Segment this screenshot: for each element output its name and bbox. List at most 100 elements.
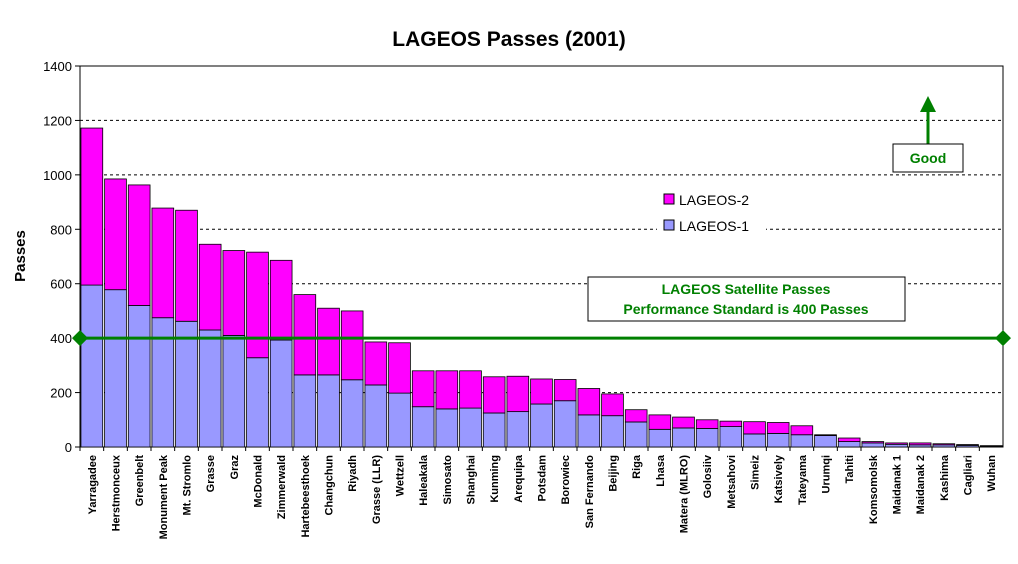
- bar-lageos-1: [837, 441, 861, 448]
- bar-lageos-2: [530, 378, 553, 405]
- x-tick-label: Matera (MLRO): [679, 455, 691, 534]
- legend-box: [657, 186, 766, 238]
- chart-title: LAGEOS Passes (2001): [392, 28, 625, 51]
- bar-lageos-2: [175, 209, 198, 322]
- x-tick-label: Wettzell: [395, 455, 407, 496]
- bar-lageos-2: [127, 184, 151, 306]
- bar-lageos-1: [648, 428, 672, 448]
- bar-lageos-2: [222, 250, 246, 336]
- bar-lageos-2: [719, 420, 743, 427]
- x-tick-label: Urumqi: [821, 455, 833, 494]
- bar-lageos-1: [222, 335, 246, 448]
- x-tick-label: Riga: [631, 454, 643, 479]
- bar-lageos-1: [482, 412, 506, 448]
- x-axis-labels: Yarragadee Herstmonceux Greenbelt Monument …: [79, 447, 998, 539]
- good-annotation: Good: [892, 96, 964, 173]
- bar-lageos-1: [530, 403, 553, 448]
- good-label: Good: [910, 150, 947, 166]
- bar-lageos-2: [293, 294, 317, 376]
- bar-lageos-2: [743, 421, 766, 435]
- legend-swatch-lageos-1: [663, 219, 675, 231]
- bar-lageos-2: [932, 443, 956, 446]
- x-tick-label: Cagliari: [963, 455, 975, 495]
- legend-label-lageos-2: LAGEOS-2: [679, 192, 749, 208]
- bar-lageos-1: [601, 415, 624, 448]
- bar-lageos-1: [411, 406, 435, 448]
- y-tick-label: 1000: [43, 168, 72, 183]
- x-tick-label: Maidanak 2: [915, 455, 927, 514]
- y-tick-label: 1200: [43, 113, 72, 128]
- x-tick-label: Arequipa: [513, 454, 525, 503]
- bar-lageos-2: [151, 207, 175, 319]
- bar-lageos-2: [695, 419, 719, 429]
- legend-swatch-lageos-2: [663, 193, 675, 205]
- bar-lageos-2: [790, 425, 814, 436]
- bar-lageos-1: [506, 411, 530, 448]
- reference-line-marker: [995, 330, 1011, 347]
- bar-lageos-2: [814, 434, 837, 436]
- x-tick-label: Herstmonceux: [111, 454, 123, 531]
- x-tick-label: Grasse (LLR): [371, 455, 383, 524]
- bar-lageos-1: [127, 305, 151, 448]
- bar-lageos-1: [435, 408, 459, 448]
- bar-lageos-1: [317, 374, 340, 448]
- y-tick-label: 1400: [43, 59, 72, 74]
- bar-lageos-1: [269, 339, 293, 448]
- standard-note: LAGEOS Satellite Passes Performance Stan…: [587, 276, 906, 322]
- bar-lageos-2: [411, 370, 435, 408]
- x-tick-label: Riyadh: [347, 455, 359, 492]
- bar-lageos-1: [80, 284, 104, 448]
- x-tick-label: Mt. Stromlo: [182, 455, 194, 516]
- bar-lageos-1: [672, 427, 695, 448]
- x-tick-label: Tahiti: [844, 455, 856, 484]
- x-tick-label: Borowiec: [560, 455, 572, 505]
- y-tick-label: 600: [50, 277, 72, 292]
- bar-lageos-2: [340, 310, 364, 381]
- bar-lageos-2: [388, 342, 411, 394]
- x-tick-label: Potsdam: [537, 455, 549, 502]
- x-tick-label: Katsively: [773, 454, 785, 503]
- x-tick-label: Golosiiv: [702, 454, 714, 498]
- x-tick-label: Grasse: [205, 455, 217, 492]
- x-tick-label: Monument Peak: [158, 454, 170, 539]
- standard-note-line2: Performance Standard is 400 Passes: [623, 301, 868, 317]
- x-tick-label: Maidanak 1: [892, 455, 904, 514]
- bar-lageos-1: [388, 392, 411, 448]
- y-tick-label: 200: [50, 386, 72, 401]
- bar-lageos-1: [814, 435, 837, 448]
- bar-lageos-2: [553, 379, 577, 402]
- bar-stacks: [80, 127, 1003, 448]
- bar-lageos-1: [790, 434, 814, 448]
- bar-lageos-2: [624, 409, 648, 423]
- bar-lageos-1: [104, 289, 127, 448]
- x-tick-label: Simosato: [442, 455, 454, 505]
- bar-lageos-2: [364, 341, 388, 386]
- bar-lageos-2: [908, 442, 932, 446]
- x-tick-label: Metsahovi: [726, 455, 738, 509]
- x-tick-label: Tateyama: [797, 454, 809, 505]
- x-tick-label: Haleakala: [418, 454, 430, 506]
- bar-lageos-2: [506, 375, 530, 413]
- bar-lageos-1: [719, 426, 743, 448]
- x-tick-label: Wuhan: [986, 455, 998, 492]
- y-tick-label: 0: [65, 440, 72, 455]
- bar-lageos-2: [837, 437, 861, 442]
- bar-lageos-2: [577, 388, 601, 416]
- y-axis-ticks: 0 200 400 600 800 1000 1200 1400: [43, 59, 80, 455]
- bar-lageos-2: [246, 251, 269, 359]
- bar-lageos-1: [175, 320, 198, 448]
- bar-lageos-1: [246, 357, 269, 448]
- good-box: [892, 143, 964, 173]
- bar-lageos-2: [435, 370, 459, 410]
- bar-lageos-2: [269, 259, 293, 341]
- bar-lageos-1: [364, 384, 388, 448]
- bar-lageos-2: [672, 416, 695, 429]
- bar-lageos-2: [198, 243, 222, 331]
- x-tick-label: Graz: [229, 455, 241, 480]
- bar-lageos-1: [766, 432, 790, 448]
- standard-note-line1: LAGEOS Satellite Passes: [662, 281, 831, 297]
- x-tick-label: Kashima: [939, 454, 951, 501]
- x-tick-label: Greenbelt: [134, 455, 146, 507]
- x-tick-label: McDonald: [253, 455, 265, 508]
